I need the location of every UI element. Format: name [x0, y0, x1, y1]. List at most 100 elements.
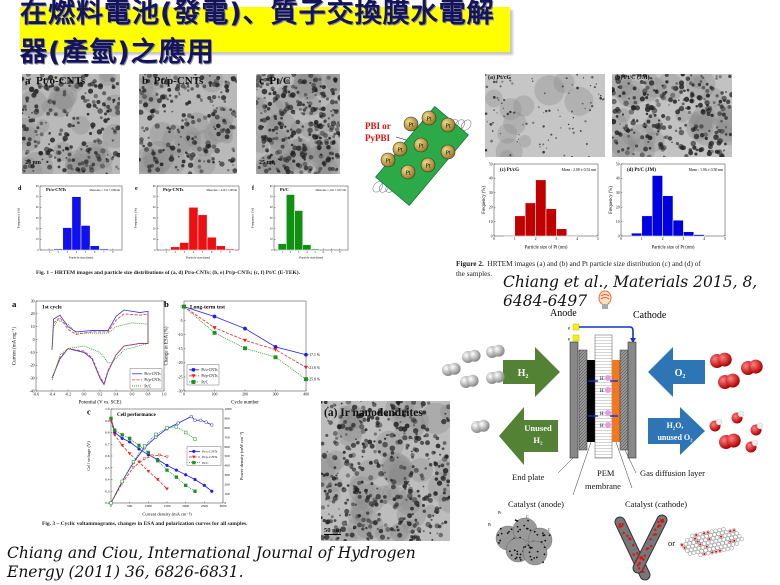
graphene-ring [703, 537, 708, 542]
svg-text:H₂: H₂ [518, 368, 529, 379]
graphene-ring [730, 532, 735, 537]
data-point [191, 374, 196, 379]
tem-panel-label: c Pt/C [259, 75, 291, 87]
x-tick-label: 1 [282, 251, 284, 254]
end-plate-label: End plate [512, 472, 545, 482]
graphene-ring [725, 536, 730, 541]
histogram-bar [631, 232, 643, 237]
histogram-bar [188, 207, 199, 251]
pt-dot [536, 550, 539, 553]
mean-size-annotation: Mean : 1.96 ± 0.50 nm [689, 168, 723, 172]
x-tick-label: 0.2 [98, 392, 103, 396]
pt-nanoparticle [718, 549, 722, 552]
pt-nanoparticle [654, 528, 657, 531]
pt-nanoparticle [643, 554, 647, 557]
graphene-ring [728, 539, 733, 544]
panel-letter: f [252, 186, 255, 192]
pt-label: Pt [445, 151, 450, 157]
x-axis-label: Particle size (nm) [69, 256, 93, 260]
series-line [110, 420, 168, 490]
graphene-ring [704, 544, 709, 549]
data-point [304, 377, 308, 382]
graphene-ring [732, 538, 737, 543]
svg-text:e: e [568, 327, 571, 332]
graphene-ring [716, 542, 721, 547]
mean-size-annotation: Mean size = 3.52 ± 0.86 nm [89, 189, 120, 192]
pt-nanoparticle [703, 552, 706, 556]
proton-icon [605, 375, 611, 381]
data-point [113, 428, 117, 432]
or-label: or [668, 538, 675, 548]
histogram-bar [53, 248, 64, 251]
pt-nanoparticle [618, 523, 621, 526]
graphene-ring [711, 536, 716, 541]
histogram-bar [206, 236, 217, 251]
histogram-pt-p-cnts: 1 2 3 4 5 6 7 8 0 10 20 30 40 50 60 e Pt/p-CNTs Mean size… [134, 185, 240, 260]
pt-nanoparticle [719, 535, 723, 538]
data-point [131, 465, 136, 470]
pt-dot [517, 530, 520, 533]
y-tick-label: 0 [618, 234, 620, 238]
x-tick-label: 8 [112, 251, 114, 254]
pt-dot [527, 519, 529, 522]
data-point [128, 436, 132, 441]
data-point [165, 455, 169, 459]
esa-chart: 0 100 200 300 400 -30 -25 -20 -15 -10 -5 0 b Long-ter… [164, 299, 321, 405]
tem-image-pt-c: c Pt/C 25 nm [256, 74, 340, 174]
histogram-bar [98, 248, 109, 251]
pt-nanoparticle [649, 544, 653, 548]
x-tick-label: 4 [193, 251, 195, 254]
graphene-ring [714, 549, 719, 554]
graphene-ring [729, 546, 734, 551]
tem-texture [256, 74, 340, 174]
graphene-ring [720, 530, 725, 535]
y2-tick-label: 700 [225, 435, 231, 439]
panel-letter: a [12, 299, 17, 309]
y-tick-label: 20 [616, 205, 620, 209]
series-line [51, 319, 149, 381]
pt-dot [506, 532, 509, 535]
chart-title: Pt/o-CNTs [46, 187, 66, 192]
y-tick-label: 0.5 [105, 466, 110, 470]
x-tick-label: 7 [220, 251, 222, 254]
atom [726, 433, 741, 448]
pt-dot [514, 519, 517, 522]
data-point [191, 367, 196, 372]
leader-lines [557, 441, 637, 496]
data-point [303, 365, 309, 370]
x-tick-label: 2 [58, 251, 60, 254]
legend-label: Pt/C [201, 380, 208, 384]
x-tick-label: 3000 [220, 504, 227, 508]
y-tick-label: 0 [181, 305, 183, 309]
graphene-ring [709, 529, 714, 534]
pt-dot [516, 525, 519, 528]
graphene-ring [687, 551, 692, 556]
proton-transport: H H H H [588, 375, 618, 429]
pt-dot [516, 553, 519, 556]
y2-tick-label: 300 [225, 473, 231, 477]
y-tick-label: 60 [36, 185, 39, 188]
graphene-ring [713, 528, 718, 533]
legend-label: Pt/p-CNTs [202, 455, 218, 459]
x-tick-label: 0.8 [146, 392, 151, 396]
anode-end-plate [569, 341, 579, 459]
y-tick-label: 20 [36, 228, 39, 231]
x-tick-label: 0.0 [82, 392, 87, 396]
graphene-ring [685, 548, 690, 553]
tem-image-ir-nanodendrites: (a) Ir nanodendrites 50 nm [321, 401, 450, 541]
pt-dot [530, 558, 533, 561]
atom [492, 370, 505, 383]
graphene-ring [730, 542, 735, 547]
histogram-bar [179, 242, 190, 251]
graphene-ring [719, 544, 724, 549]
data-point [120, 436, 124, 441]
x-tick-label: 4 [576, 237, 578, 241]
y-tick-label: 50 [616, 162, 620, 166]
pt-dot [536, 533, 539, 536]
pt-nanoparticle [656, 525, 660, 529]
pt-dot [515, 556, 518, 559]
graphene-ring [708, 533, 713, 538]
pt-nanoparticle [632, 543, 635, 547]
tem-panel-label: (a) Pt/cG [488, 75, 512, 81]
x-tick-label: 100 [212, 392, 218, 396]
